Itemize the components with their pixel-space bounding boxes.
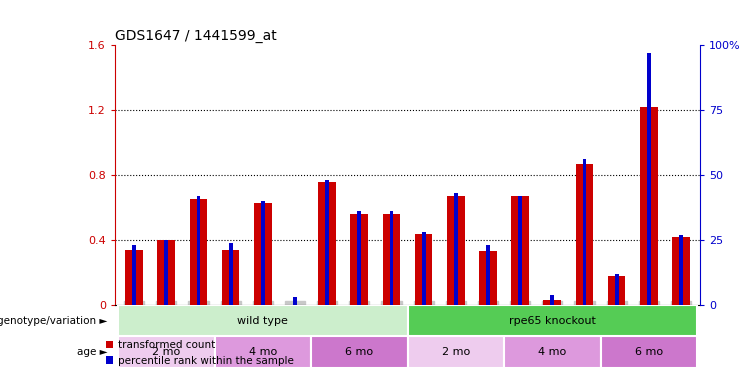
- Bar: [679, 235, 683, 305]
- Legend: transformed count, percentile rank within the sample: transformed count, percentile rank withi…: [102, 336, 298, 370]
- Bar: [486, 245, 490, 305]
- Bar: [132, 245, 136, 305]
- Text: 2 mo: 2 mo: [152, 347, 181, 357]
- Bar: [261, 201, 265, 305]
- Text: GDS1647 / 1441599_at: GDS1647 / 1441599_at: [115, 28, 276, 43]
- Bar: [293, 297, 297, 305]
- Bar: [479, 252, 496, 305]
- Bar: [311, 336, 408, 368]
- Bar: [447, 196, 465, 305]
- Bar: [600, 336, 697, 368]
- Bar: [672, 237, 690, 305]
- Bar: [504, 336, 600, 368]
- Bar: [543, 300, 561, 305]
- Bar: [215, 336, 311, 368]
- Bar: [408, 305, 697, 336]
- Bar: [615, 274, 619, 305]
- Bar: [118, 336, 215, 368]
- Bar: [511, 196, 529, 305]
- Bar: [640, 107, 657, 305]
- Bar: [254, 202, 272, 305]
- Bar: [415, 234, 433, 305]
- Bar: [608, 276, 625, 305]
- Text: rpe65 knockout: rpe65 knockout: [509, 316, 596, 326]
- Bar: [125, 250, 143, 305]
- Text: 6 mo: 6 mo: [635, 347, 663, 357]
- Text: 4 mo: 4 mo: [538, 347, 566, 357]
- Bar: [551, 295, 554, 305]
- Bar: [422, 232, 425, 305]
- Text: age ►: age ►: [77, 347, 107, 357]
- Bar: [454, 193, 458, 305]
- Bar: [165, 240, 168, 305]
- Text: genotype/variation ►: genotype/variation ►: [0, 316, 107, 326]
- Text: 2 mo: 2 mo: [442, 347, 470, 357]
- Bar: [190, 200, 207, 305]
- Bar: [390, 211, 393, 305]
- Bar: [229, 243, 233, 305]
- Text: 6 mo: 6 mo: [345, 347, 373, 357]
- Bar: [350, 214, 368, 305]
- Bar: [357, 211, 361, 305]
- Bar: [408, 336, 504, 368]
- Bar: [576, 164, 594, 305]
- Bar: [319, 182, 336, 305]
- Text: 4 mo: 4 mo: [249, 347, 277, 357]
- Bar: [582, 159, 586, 305]
- Text: wild type: wild type: [237, 316, 288, 326]
- Bar: [158, 240, 175, 305]
- Bar: [325, 180, 329, 305]
- Bar: [196, 196, 200, 305]
- Bar: [647, 53, 651, 305]
- Bar: [222, 250, 239, 305]
- Bar: [118, 305, 408, 336]
- Bar: [382, 214, 400, 305]
- Bar: [518, 196, 522, 305]
